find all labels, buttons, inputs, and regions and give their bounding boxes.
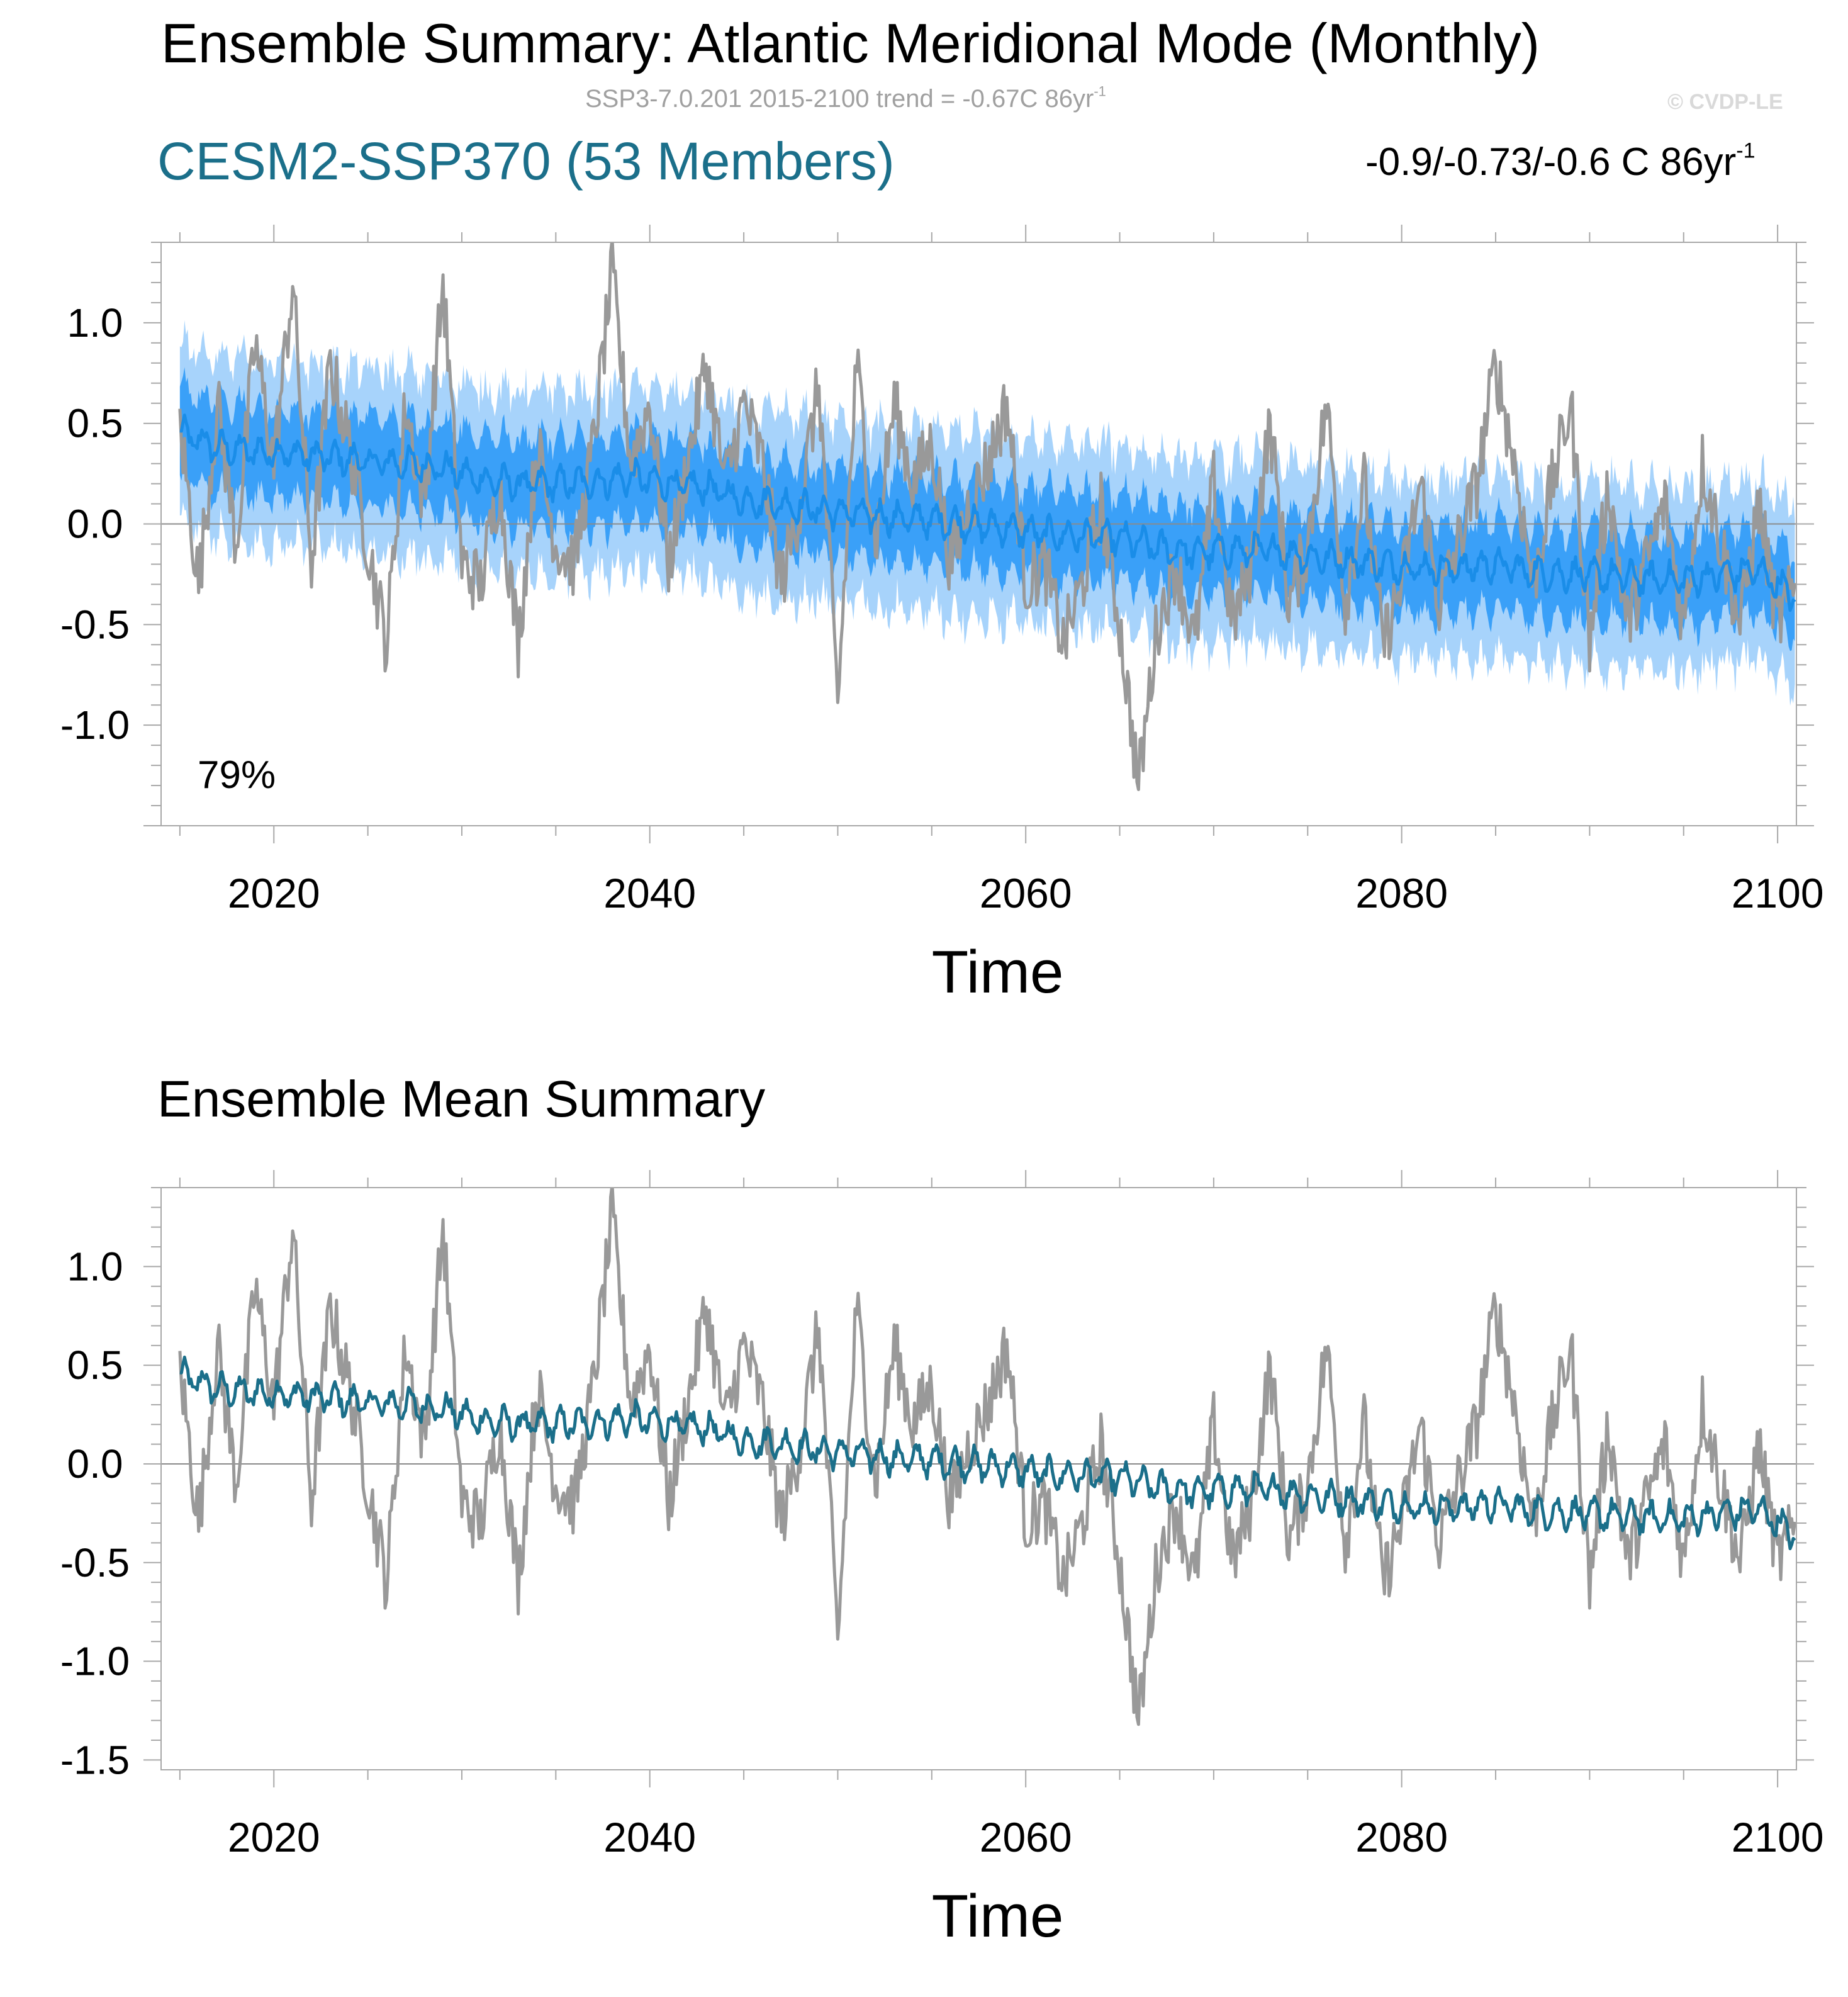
upper-panel: 2020 2040 2060 2080 2100 Time 1.0 0.5 0.0 -0.5 -1.… [60,225,1824,1006]
trend-range: -0.9/-0.73/-0.6 C 86yr-1 [1365,140,1756,184]
lower-x-axis-label: Time [932,1882,1064,1950]
upper-y-tick-label: -1.0 [60,702,130,748]
lower-plot-area [161,1188,1796,1726]
percent-annotation: 79% [198,753,276,797]
observations-line [178,242,1796,791]
upper-x-axis-label: Time [932,938,1064,1006]
lower-x-tick-label: 2080 [1355,1814,1448,1860]
trend-range-superscript: -1 [1736,138,1756,163]
lower-x-tick-label: 2040 [603,1814,696,1860]
lower-plot-frame [160,1187,1797,1770]
upper-y-tick-label: 0.5 [67,401,123,446]
subtitle-superscript: -1 [1094,83,1106,99]
upper-y-tick-label: 0.0 [67,502,123,547]
lower-y-tick-label: 0.5 [67,1342,123,1388]
lower-y-tick-label: 1.0 [67,1244,123,1289]
lower-x-tick-label: 2100 [1732,1814,1824,1860]
upper-y-tick-label: -0.5 [60,602,130,647]
lower-x-tick-label: 2060 [980,1814,1072,1860]
watermark: © CVDP-LE [1667,90,1783,114]
trend-range-text: -0.9/-0.73/-0.6 C 86yr [1365,140,1737,184]
upper-x-tick-label: 2080 [1355,870,1448,916]
chart-subtitle: SSP3-7.0.201 2015-2100 trend = -0.67C 86… [585,83,1106,113]
spread-inner-band [179,367,1795,651]
upper-plot-frame [160,242,1797,826]
chart-title: Ensemble Summary: Atlantic Meridional Mo… [161,12,1540,74]
model-title: CESM2-SSP370 (53 Members) [157,132,895,191]
observations-line [178,1188,1796,1726]
lower-y-tick-label: -1.0 [60,1639,130,1684]
upper-plot-area [161,242,1796,791]
upper-y-tick-label: 1.0 [67,300,123,346]
lower-x-tick-label: 2020 [228,1814,320,1860]
lower-y-tick-label: -1.5 [60,1737,130,1782]
upper-x-tick-label: 2100 [1732,870,1824,916]
upper-x-tick-label: 2040 [603,870,696,916]
subtitle-text: SSP3-7.0.201 2015-2100 trend = -0.67C 86… [585,85,1094,113]
ensemble-mean-line [179,413,1796,612]
lower-y-tick-label: -0.5 [60,1540,130,1585]
lower-y-tick-label: 0.0 [67,1441,123,1487]
upper-x-tick-label: 2020 [228,870,320,916]
mean-summary-title: Ensemble Mean Summary [157,1071,766,1128]
upper-x-tick-label: 2060 [980,870,1072,916]
ensemble-mean-line [179,1355,1796,1551]
lower-panel: 2020 2040 2060 2080 2100 Time 1.0 0.5 0.0 -0.5 -1.… [60,1170,1824,1950]
